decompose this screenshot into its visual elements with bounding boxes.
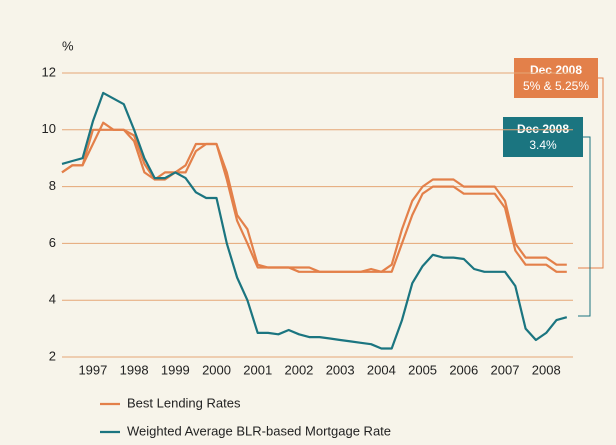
x-tick-label: 1998 [120,362,149,377]
callout-connector [578,136,591,317]
x-tick-label: 2006 [449,362,478,377]
callout-text: 5% & 5.25% [523,79,589,93]
y-tick-label: 6 [49,235,56,250]
callout-title: Dec 2008 [530,63,582,77]
callout-box [514,58,598,98]
x-tick-label: 2001 [243,362,272,377]
x-tick-label: 2003 [326,362,355,377]
series-line [61,121,567,273]
series-line [61,91,568,350]
x-tick-label: 2000 [202,362,231,377]
x-tick-label: 2005 [408,362,437,377]
y-tick-label: 12 [42,64,56,79]
callout-box [503,117,583,157]
callout-text: 3.4% [529,138,557,152]
series-line [61,128,567,273]
x-tick-label: 2008 [532,362,561,377]
callout-best-lending: Dec 2008 5% & 5.25% [514,58,604,269]
callout-title: Dec 2008 [517,122,569,136]
x-tick-label: 1999 [161,362,190,377]
legend-label: Weighted Average BLR-based Mortgage Rate [127,423,391,438]
x-tick-label: 1997 [78,362,107,377]
x-tick-label: 2004 [367,362,396,377]
y-tick-label: 8 [49,178,56,193]
x-tick-label: 2007 [491,362,520,377]
y-tick-label: 10 [42,121,56,136]
y-tick-label: 4 [49,292,56,307]
legend-label: Best Lending Rates [127,395,241,410]
callout-mortgage: Dec 2008 3.4% [503,117,591,317]
y-axis-label: % [62,38,74,53]
x-tick-label: 2002 [284,362,313,377]
y-tick-label: 2 [49,348,56,363]
